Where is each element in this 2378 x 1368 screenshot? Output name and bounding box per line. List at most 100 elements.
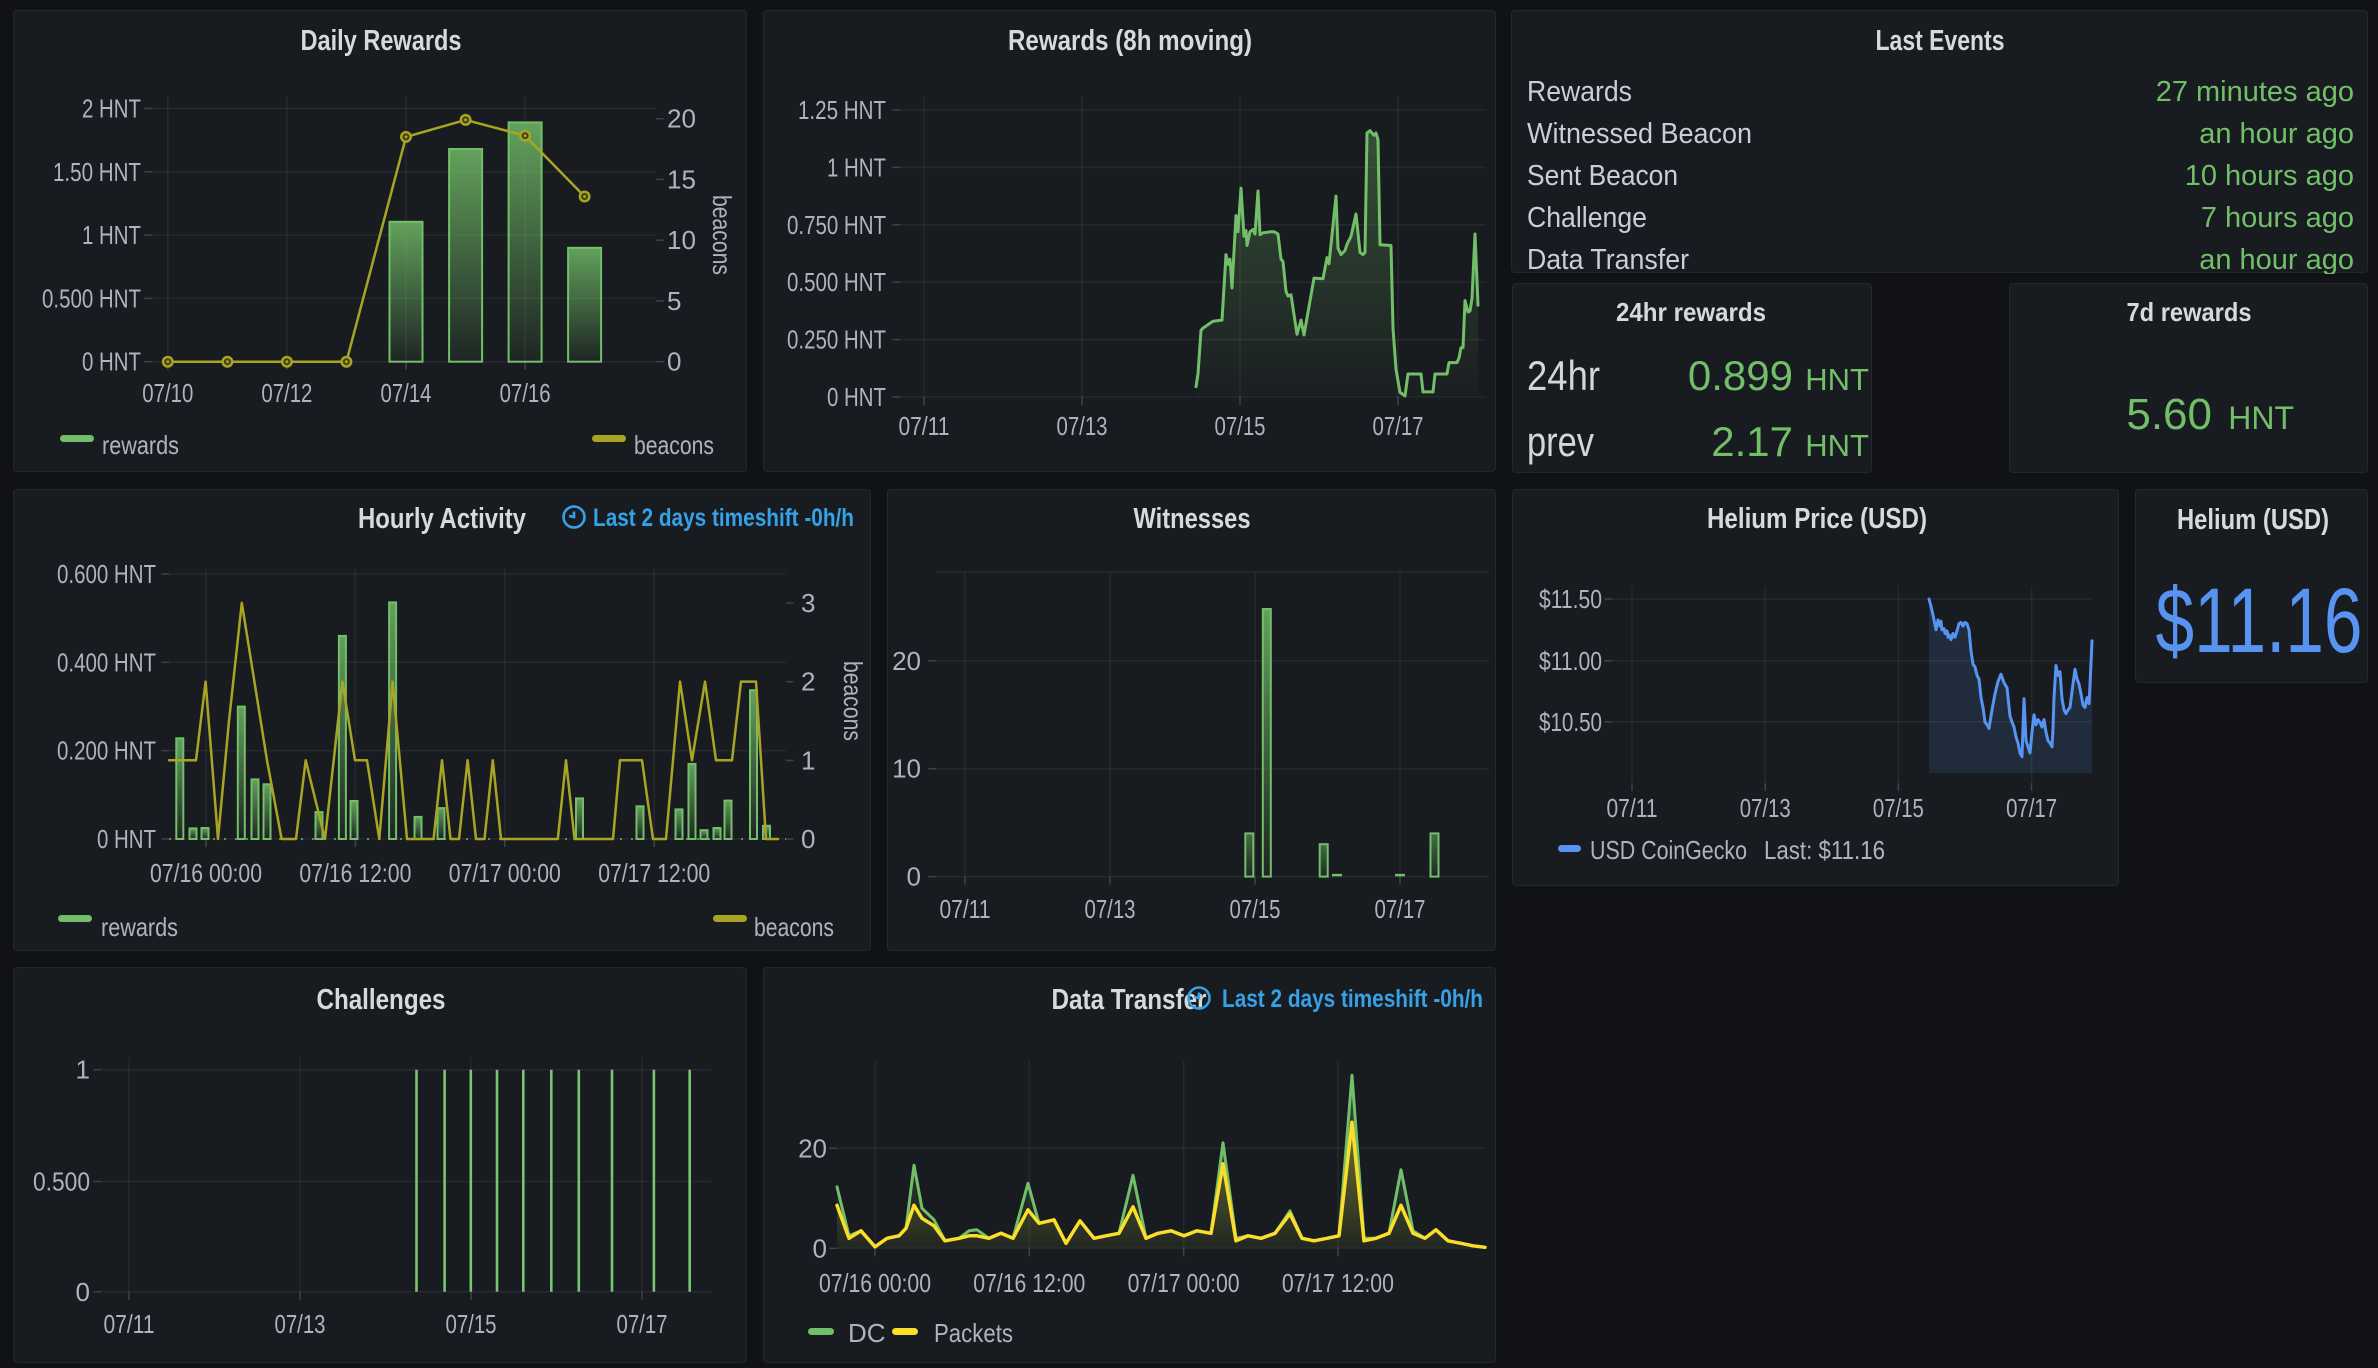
svg-text:0.500 HNT: 0.500 HNT <box>787 267 886 297</box>
svg-text:1: 1 <box>76 1055 90 1085</box>
svg-text:07/15: 07/15 <box>1215 411 1266 441</box>
svg-text:24hr rewards: 24hr rewards <box>1616 297 1766 327</box>
svg-text:$10.50: $10.50 <box>1539 707 1602 737</box>
svg-text:Sent Beacon: Sent Beacon <box>1527 160 1678 192</box>
svg-text:HNT: HNT <box>1805 362 1869 397</box>
svg-text:07/14: 07/14 <box>381 378 432 408</box>
svg-text:1.25 HNT: 1.25 HNT <box>798 95 886 125</box>
svg-text:2 HNT: 2 HNT <box>82 94 141 124</box>
svg-text:Last 2 days timeshift -0h/h: Last 2 days timeshift -0h/h <box>1222 985 1483 1013</box>
svg-text:07/17 00:00: 07/17 00:00 <box>1128 1268 1240 1298</box>
svg-text:07/17 00:00: 07/17 00:00 <box>449 858 561 888</box>
svg-text:Helium Price (USD): Helium Price (USD) <box>1707 503 1927 535</box>
svg-text:07/16: 07/16 <box>500 378 551 408</box>
svg-text:07/16 00:00: 07/16 00:00 <box>150 858 262 888</box>
svg-text:07/17: 07/17 <box>1373 411 1424 441</box>
svg-text:07/11: 07/11 <box>940 894 991 924</box>
svg-text:2: 2 <box>801 667 815 697</box>
svg-text:0.899: 0.899 <box>1688 352 1793 399</box>
svg-text:20: 20 <box>892 646 921 676</box>
svg-text:Data Transfer: Data Transfer <box>1052 984 1207 1016</box>
svg-text:Challenges: Challenges <box>317 984 446 1016</box>
svg-text:07/13: 07/13 <box>1085 894 1136 924</box>
svg-text:prev: prev <box>1527 418 1594 465</box>
svg-text:07/16 12:00: 07/16 12:00 <box>299 858 411 888</box>
svg-text:07/12: 07/12 <box>261 378 312 408</box>
svg-text:07/13: 07/13 <box>1057 411 1108 441</box>
svg-text:Last 2 days timeshift -0h/h: Last 2 days timeshift -0h/h <box>593 504 854 532</box>
svg-text:beacons: beacons <box>838 661 868 741</box>
svg-text:0 HNT: 0 HNT <box>827 382 886 412</box>
svg-text:Hourly Activity: Hourly Activity <box>358 503 526 535</box>
svg-text:HNT: HNT <box>1805 428 1869 463</box>
svg-text:10: 10 <box>892 754 921 784</box>
svg-text:Rewards (8h moving): Rewards (8h moving) <box>1008 25 1252 57</box>
svg-text:07/13: 07/13 <box>275 1309 326 1339</box>
svg-text:HNT: HNT <box>2228 400 2294 436</box>
svg-text:0.750 HNT: 0.750 HNT <box>787 210 886 240</box>
svg-text:07/10: 07/10 <box>142 378 193 408</box>
svg-text:07/11: 07/11 <box>104 1309 155 1339</box>
svg-text:0.250 HNT: 0.250 HNT <box>787 325 886 355</box>
svg-text:Daily Rewards: Daily Rewards <box>301 25 462 57</box>
svg-text:DC: DC <box>848 1318 886 1348</box>
svg-text:rewards: rewards <box>102 430 179 460</box>
svg-text:7d rewards: 7d rewards <box>2127 297 2252 327</box>
svg-text:07/15: 07/15 <box>1873 793 1924 823</box>
svg-text:0.400 HNT: 0.400 HNT <box>57 647 156 677</box>
svg-text:0: 0 <box>76 1277 90 1307</box>
svg-text:0 HNT: 0 HNT <box>97 824 156 854</box>
svg-text:3: 3 <box>801 588 815 618</box>
svg-text:07/17: 07/17 <box>2006 793 2057 823</box>
svg-text:Rewards: Rewards <box>1527 76 1632 108</box>
svg-text:0.500: 0.500 <box>33 1167 90 1197</box>
svg-text:0 HNT: 0 HNT <box>82 347 141 377</box>
svg-text:Challenge: Challenge <box>1527 202 1647 234</box>
svg-text:1 HNT: 1 HNT <box>82 220 141 250</box>
svg-text:0: 0 <box>667 347 681 377</box>
svg-text:10 hours ago: 10 hours ago <box>2185 160 2354 192</box>
svg-text:07/16 12:00: 07/16 12:00 <box>973 1268 1085 1298</box>
svg-text:5.60: 5.60 <box>2126 390 2212 439</box>
svg-text:7 hours ago: 7 hours ago <box>2201 202 2354 234</box>
svg-text:15: 15 <box>667 164 696 194</box>
svg-text:Helium (USD): Helium (USD) <box>2177 504 2329 536</box>
svg-text:rewards: rewards <box>101 912 178 942</box>
svg-text:0.500 HNT: 0.500 HNT <box>42 283 141 313</box>
svg-text:10: 10 <box>667 225 696 255</box>
svg-text:27 minutes ago: 27 minutes ago <box>2156 76 2354 108</box>
svg-text:07/11: 07/11 <box>1607 793 1658 823</box>
svg-text:beacons: beacons <box>754 912 834 942</box>
svg-text:07/16 00:00: 07/16 00:00 <box>819 1268 931 1298</box>
svg-text:0: 0 <box>907 862 921 892</box>
svg-text:20: 20 <box>667 104 696 134</box>
svg-text:Witnesses: Witnesses <box>1134 503 1251 535</box>
svg-text:0: 0 <box>813 1233 827 1263</box>
svg-text:Witnessed Beacon: Witnessed Beacon <box>1527 118 1752 150</box>
svg-text:07/13: 07/13 <box>1740 793 1791 823</box>
svg-text:$11.16: $11.16 <box>2156 570 2363 672</box>
svg-text:Last Events: Last Events <box>1876 25 2005 57</box>
svg-text:1.50 HNT: 1.50 HNT <box>53 157 141 187</box>
svg-text:2.17: 2.17 <box>1711 418 1793 465</box>
svg-text:$11.50: $11.50 <box>1539 584 1602 614</box>
svg-text:Last: $11.16: Last: $11.16 <box>1764 835 1885 865</box>
svg-text:0: 0 <box>801 824 815 854</box>
svg-text:Data Transfer: Data Transfer <box>1527 244 1689 274</box>
svg-text:$11.00: $11.00 <box>1539 646 1602 676</box>
svg-text:1 HNT: 1 HNT <box>827 152 886 182</box>
svg-text:07/15: 07/15 <box>1230 894 1281 924</box>
svg-text:an hour ago: an hour ago <box>2199 118 2354 150</box>
svg-text:Packets: Packets <box>934 1318 1013 1348</box>
svg-text:20: 20 <box>798 1133 827 1163</box>
svg-text:07/17 12:00: 07/17 12:00 <box>1282 1268 1394 1298</box>
svg-text:07/17 12:00: 07/17 12:00 <box>598 858 710 888</box>
svg-text:07/17: 07/17 <box>1375 894 1426 924</box>
svg-text:1: 1 <box>801 745 815 775</box>
svg-text:an hour ago: an hour ago <box>2199 244 2354 274</box>
svg-text:24hr: 24hr <box>1527 352 1600 399</box>
svg-text:07/11: 07/11 <box>899 411 950 441</box>
svg-text:beacons: beacons <box>707 195 737 275</box>
svg-text:07/17: 07/17 <box>617 1309 668 1339</box>
svg-text:USD CoinGecko: USD CoinGecko <box>1590 835 1747 865</box>
